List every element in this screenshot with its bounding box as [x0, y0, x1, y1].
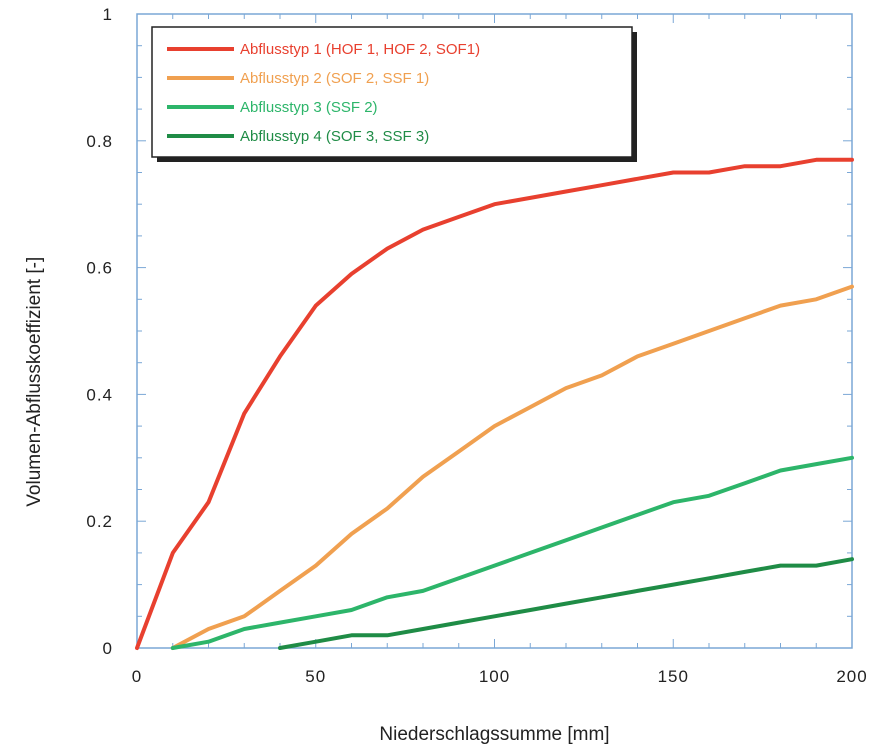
x-tick-label: 100	[479, 667, 510, 686]
legend-label: Abflusstyp 1 (HOF 1, HOF 2, SOF1)	[240, 41, 480, 58]
series-line-1	[135, 157, 854, 650]
x-tick-label: 50	[305, 667, 326, 686]
y-tick-label: 0	[103, 639, 113, 658]
legend-label: Abflusstyp 3 (SSF 2)	[240, 99, 378, 116]
plot-frame	[136, 13, 853, 649]
y-tick-label: 0.6	[86, 259, 113, 278]
y-tick-label: 0.8	[86, 132, 113, 151]
series-line-3	[170, 455, 854, 650]
y-tick-label: 1	[103, 5, 113, 24]
x-axis-ticks: 0 50 100 150 200	[132, 14, 867, 686]
legend-label: Abflusstyp 4 (SOF 3, SSF 3)	[240, 128, 429, 145]
x-tick-label: 0	[132, 667, 142, 686]
y-axis-title: Volumen-Abflusskoeffizient [-]	[24, 257, 45, 507]
y-tick-label: 0.2	[86, 512, 113, 531]
series-line-2	[170, 284, 854, 650]
series-layer	[135, 157, 854, 650]
x-tick-label: 200	[836, 667, 867, 686]
y-tick-label: 0.4	[86, 385, 113, 404]
series-line-4	[278, 557, 854, 650]
x-axis-title: Niederschlagssumme [mm]	[379, 724, 609, 745]
legend-label: Abflusstyp 2 (SOF 2, SSF 1)	[240, 70, 429, 87]
x-tick-label: 150	[658, 667, 689, 686]
legend: Abflusstyp 1 (HOF 1, HOF 2, SOF1) Abfluss…	[151, 26, 637, 162]
y-axis-ticks: 0 0.2 0.4 0.6 0.8 1	[86, 5, 852, 658]
